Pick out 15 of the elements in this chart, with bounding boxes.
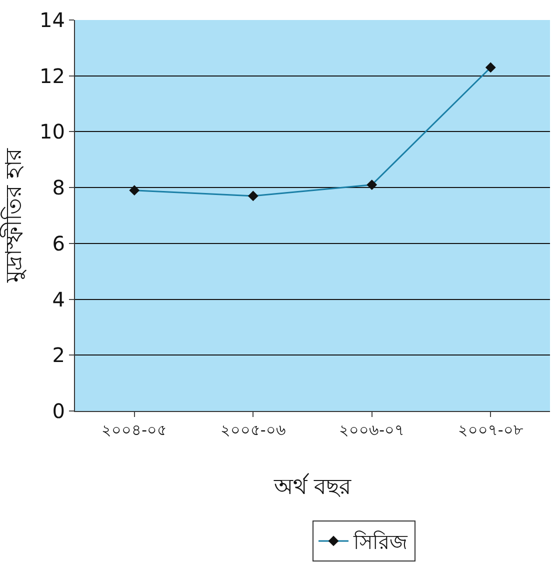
x-tick-label: ২০০৭-০৮ <box>458 421 524 439</box>
x-tick-label: ২০০৬-০৭ <box>339 421 405 439</box>
x-tick-label: ২০০৫-০৬ <box>220 421 286 439</box>
y-tick-label: 6 <box>52 231 65 256</box>
y-tick-label: 0 <box>52 399 65 423</box>
y-tick-label: 12 <box>40 64 65 88</box>
y-axis-title: মুদ্রাস্ফীতির হার <box>0 148 27 284</box>
y-tick-label: 14 <box>40 8 65 32</box>
y-tick-label: 2 <box>52 343 65 368</box>
y-tick-label: 10 <box>40 120 65 144</box>
x-tick-label: ২০০৪-০৫ <box>102 421 168 439</box>
y-tick-label: 8 <box>52 176 65 200</box>
y-tick-label: 4 <box>52 287 65 312</box>
legend-label: সিরিজ <box>352 530 408 554</box>
x-axis-title: অর্থ বছর <box>273 472 352 500</box>
